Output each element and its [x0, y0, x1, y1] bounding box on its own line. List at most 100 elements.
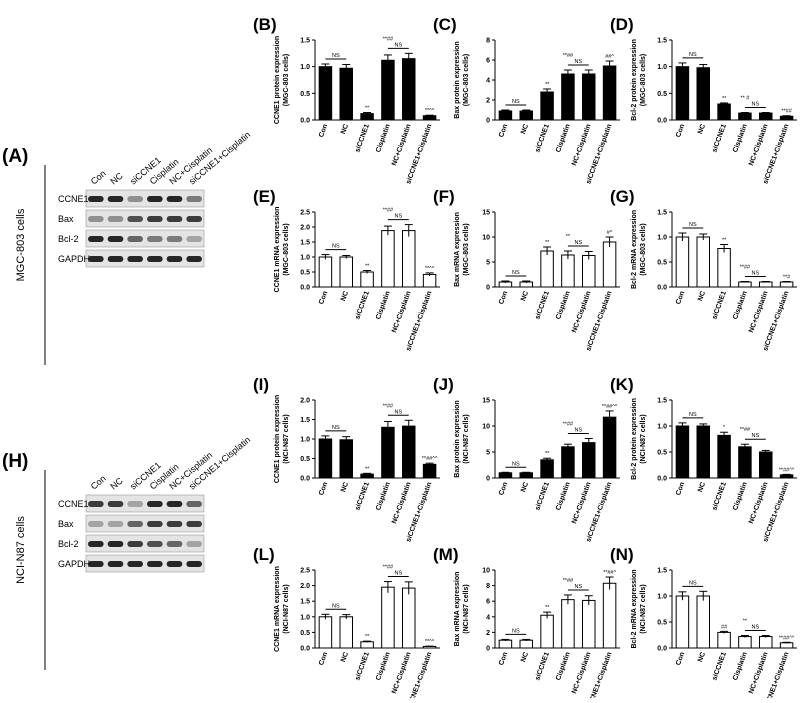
- band: [147, 501, 163, 507]
- bracket-label: NS: [512, 628, 520, 634]
- significance-label: *: [723, 425, 726, 431]
- panel-label: (D): [610, 15, 634, 34]
- bar: [602, 241, 617, 288]
- y-axis-label: Bax mRNA expression: [454, 212, 461, 287]
- y-tick-label: 5: [486, 450, 490, 457]
- x-tick-label: siCCNE1: [711, 651, 728, 681]
- y-tick-label: 0.0: [657, 285, 667, 292]
- y-axis-label: (NCI-N87 cells): [640, 414, 647, 463]
- x-tick-label: NC: [697, 651, 707, 663]
- bracket-label: NS: [575, 59, 583, 65]
- y-tick-label: 2.0: [300, 225, 310, 232]
- significance-label: **##: [781, 109, 792, 115]
- band: [88, 501, 104, 507]
- significance-label: **^^: [425, 108, 435, 114]
- bar: [738, 112, 752, 121]
- bar: [561, 73, 575, 121]
- bar: [381, 230, 395, 288]
- bar: [339, 616, 353, 649]
- bar: [498, 639, 513, 649]
- panel-label: (E): [253, 187, 276, 206]
- significance-label: **##^^: [422, 456, 438, 462]
- x-tick-label: Con: [675, 651, 686, 666]
- x-tick-label: Cisplatin: [375, 481, 392, 511]
- band: [107, 501, 124, 507]
- band: [107, 196, 124, 202]
- bar: [696, 236, 710, 288]
- band: [166, 256, 183, 262]
- y-tick-label: 2.5: [300, 568, 310, 575]
- x-tick-label: siCCNE1: [711, 123, 728, 153]
- lane-label: NC: [108, 170, 125, 186]
- significance-label: **: [566, 234, 571, 240]
- x-tick-label: NC+Cisplatin: [748, 651, 770, 695]
- x-tick-label: Cisplatin: [732, 651, 749, 681]
- y-tick-label: 2.0: [300, 583, 310, 590]
- panel-label: (C): [433, 15, 457, 34]
- bar: [339, 67, 353, 121]
- panel-label: (I): [253, 375, 269, 394]
- bracket-label: NS: [752, 625, 760, 631]
- band: [88, 236, 104, 242]
- band: [147, 521, 163, 527]
- bar: [602, 65, 617, 121]
- x-tick-label: Con: [498, 481, 509, 496]
- y-tick-label: 0.0: [300, 646, 310, 653]
- significance-label: **: [722, 238, 727, 244]
- bar: [540, 250, 554, 288]
- bracket-label: NS: [395, 571, 403, 577]
- bar: [318, 616, 333, 649]
- bracket-label: NS: [689, 412, 697, 418]
- y-axis-label: (MGC-803 cells): [283, 223, 290, 276]
- significance-label: **: [365, 264, 370, 270]
- band: [147, 196, 163, 202]
- x-tick-label: Cisplatin: [375, 123, 392, 153]
- band: [88, 561, 104, 567]
- panel-label: (H): [2, 451, 28, 472]
- blot-strip: [85, 249, 205, 268]
- blot-strip: [85, 534, 205, 553]
- significance-label: **: [365, 634, 370, 640]
- bar: [540, 459, 554, 479]
- bar: [422, 273, 437, 288]
- y-tick-label: 1.5: [657, 38, 667, 45]
- x-tick-label: NC+Cisplatin: [391, 290, 413, 334]
- y-tick-label: 5: [486, 260, 490, 267]
- bracket-label: NS: [689, 222, 697, 228]
- band: [107, 256, 124, 262]
- significance-label: **: [365, 466, 370, 472]
- significance-label: **: [545, 240, 550, 246]
- x-tick-label: NC: [340, 481, 350, 493]
- band: [166, 521, 183, 527]
- x-tick-label: Cisplatin: [555, 651, 572, 681]
- y-axis-label: (MGC-803 cells): [463, 54, 470, 107]
- x-tick-label: siCCNE1: [354, 290, 371, 320]
- row-label: Bax: [58, 519, 74, 529]
- bracket-label: NS: [332, 603, 340, 609]
- significance-label: **##: [383, 403, 394, 409]
- bar: [738, 446, 752, 479]
- band: [107, 541, 124, 547]
- bracket-label: NS: [575, 427, 583, 433]
- y-axis-label: Bcl-2 protein expression: [631, 398, 638, 480]
- band: [147, 561, 163, 567]
- bar: [717, 631, 731, 649]
- bracket-label: NS: [575, 240, 583, 246]
- y-tick-label: 2: [486, 630, 490, 637]
- significance-label: **##: [383, 36, 394, 42]
- panel-label: (K): [610, 375, 634, 394]
- blot-strip: [85, 189, 205, 208]
- bar: [696, 595, 710, 649]
- panel-label: (F): [433, 187, 455, 206]
- x-tick-label: NC+Cisplatin: [571, 290, 593, 334]
- panel-label: (G): [610, 187, 635, 206]
- y-tick-label: 15: [482, 210, 490, 217]
- cell-line-label: MGC-803 cells: [15, 208, 27, 281]
- cell-line-label: NCI-N87 cells: [15, 516, 27, 584]
- y-tick-label: 1.0: [657, 235, 667, 242]
- bar: [602, 416, 617, 479]
- bar: [519, 639, 533, 649]
- row-label: Bcl-2: [58, 234, 79, 244]
- y-tick-label: 0.0: [300, 118, 310, 125]
